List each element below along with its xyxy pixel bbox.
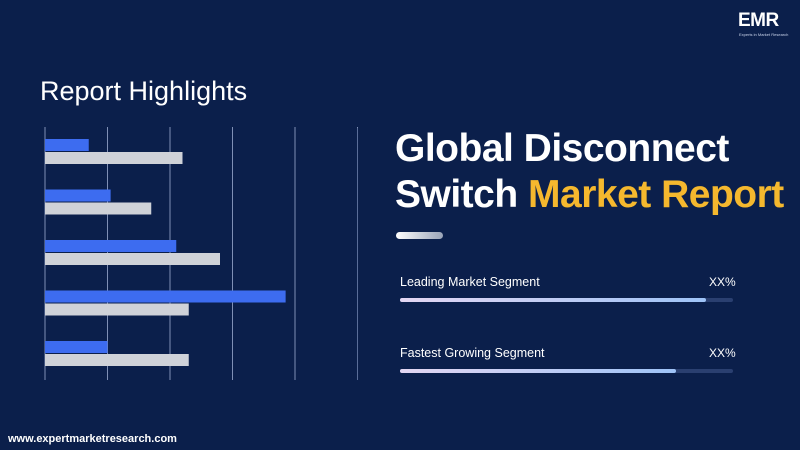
chart-bar-series-2-cat-3 (45, 253, 220, 265)
chart-bar-series-1-cat-2 (45, 189, 111, 202)
metric-fill-leading (400, 298, 707, 302)
headline-word-switch: Switch (395, 173, 518, 216)
decorative-pill (396, 232, 443, 239)
report-headline: Global Disconnect Switch Market Report (395, 126, 795, 218)
metric-label-fastest: Fastest Growing Segment (400, 346, 545, 360)
emr-logo: EMR Experts in Market Research (738, 10, 790, 40)
chart-bar-series-2-cat-1 (45, 152, 183, 164)
chart-bar-series-1-cat-5 (45, 341, 108, 353)
metric-value-fastest: XX% (709, 346, 736, 360)
footer-url: www.expertmarketresearch.com (8, 433, 177, 445)
metric-label-leading: Leading Market Segment (400, 275, 540, 289)
chart-bar-series-2-cat-5 (45, 354, 189, 366)
chart-bar-series-2-cat-4 (45, 303, 189, 316)
headline-line-1: Global Disconnect (395, 127, 729, 170)
metric-track-leading (400, 298, 733, 302)
vertical-divider (357, 128, 358, 380)
metric-fill-fastest (400, 369, 677, 373)
section-title: Report Highlights (40, 76, 248, 106)
logo-text: EMR (738, 10, 779, 31)
metric-value-leading: XX% (709, 275, 736, 289)
chart-bar-series-2-cat-2 (45, 202, 152, 215)
metric-track-fastest (400, 369, 733, 373)
headline-line-2: Switch Market Report (395, 172, 795, 218)
headline-accent: Market Report (528, 173, 784, 216)
chart-bar-series-1-cat-4 (45, 290, 286, 303)
logo-tagline: Experts in Market Research (739, 32, 789, 37)
chart-bar-series-1-cat-3 (45, 240, 177, 252)
chart-bar-series-1-cat-1 (45, 139, 89, 151)
